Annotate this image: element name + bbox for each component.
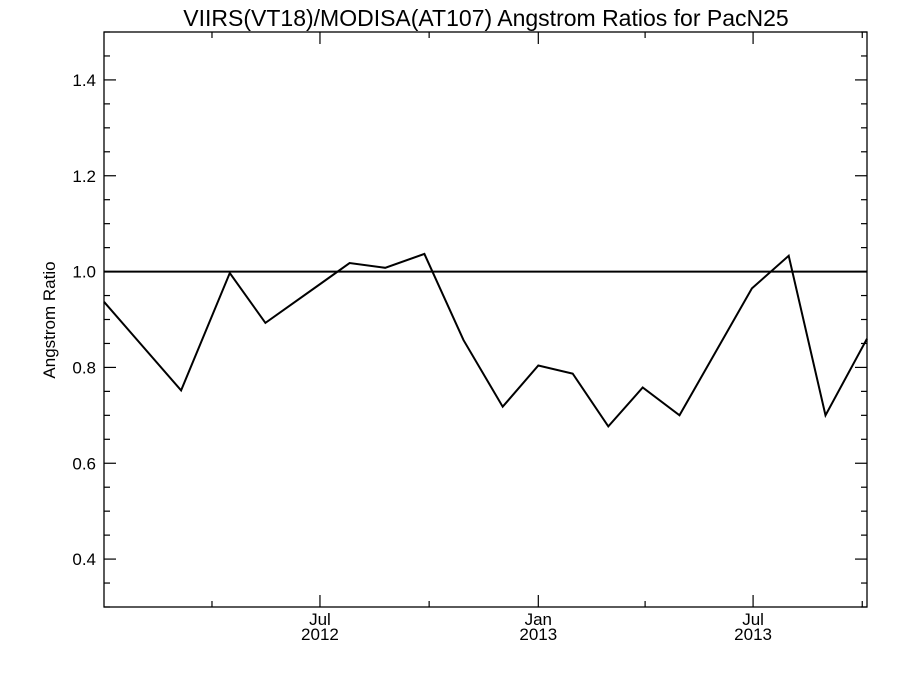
y-tick-label: 1.0 <box>72 263 96 282</box>
y-axis: 0.4 0.6 0.8 1.0 1.2 1.4 <box>72 31 867 608</box>
y-tick-label: 0.6 <box>72 454 96 473</box>
y-tick-label: 0.4 <box>72 550 96 569</box>
series-line <box>103 252 868 429</box>
y-tick-label: 1.2 <box>72 167 96 186</box>
y-tick-label: 0.8 <box>72 358 96 377</box>
x-tick-label-month: Jul <box>309 610 331 629</box>
x-tick-label-year: 2013 <box>734 625 772 644</box>
x-tick-label-year: 2012 <box>301 625 339 644</box>
x-tick-label-year: 2013 <box>519 625 557 644</box>
y-axis-label: Angstrom Ratio <box>40 261 59 378</box>
x-tick-label-month: Jul <box>742 610 764 629</box>
y-tick-label: 1.4 <box>72 71 96 90</box>
plot-frame <box>103 31 868 608</box>
chart-title: VIIRS(VT18)/MODISA(AT107) Angstrom Ratio… <box>183 5 788 31</box>
x-tick-label-month: Jan <box>525 610 552 629</box>
